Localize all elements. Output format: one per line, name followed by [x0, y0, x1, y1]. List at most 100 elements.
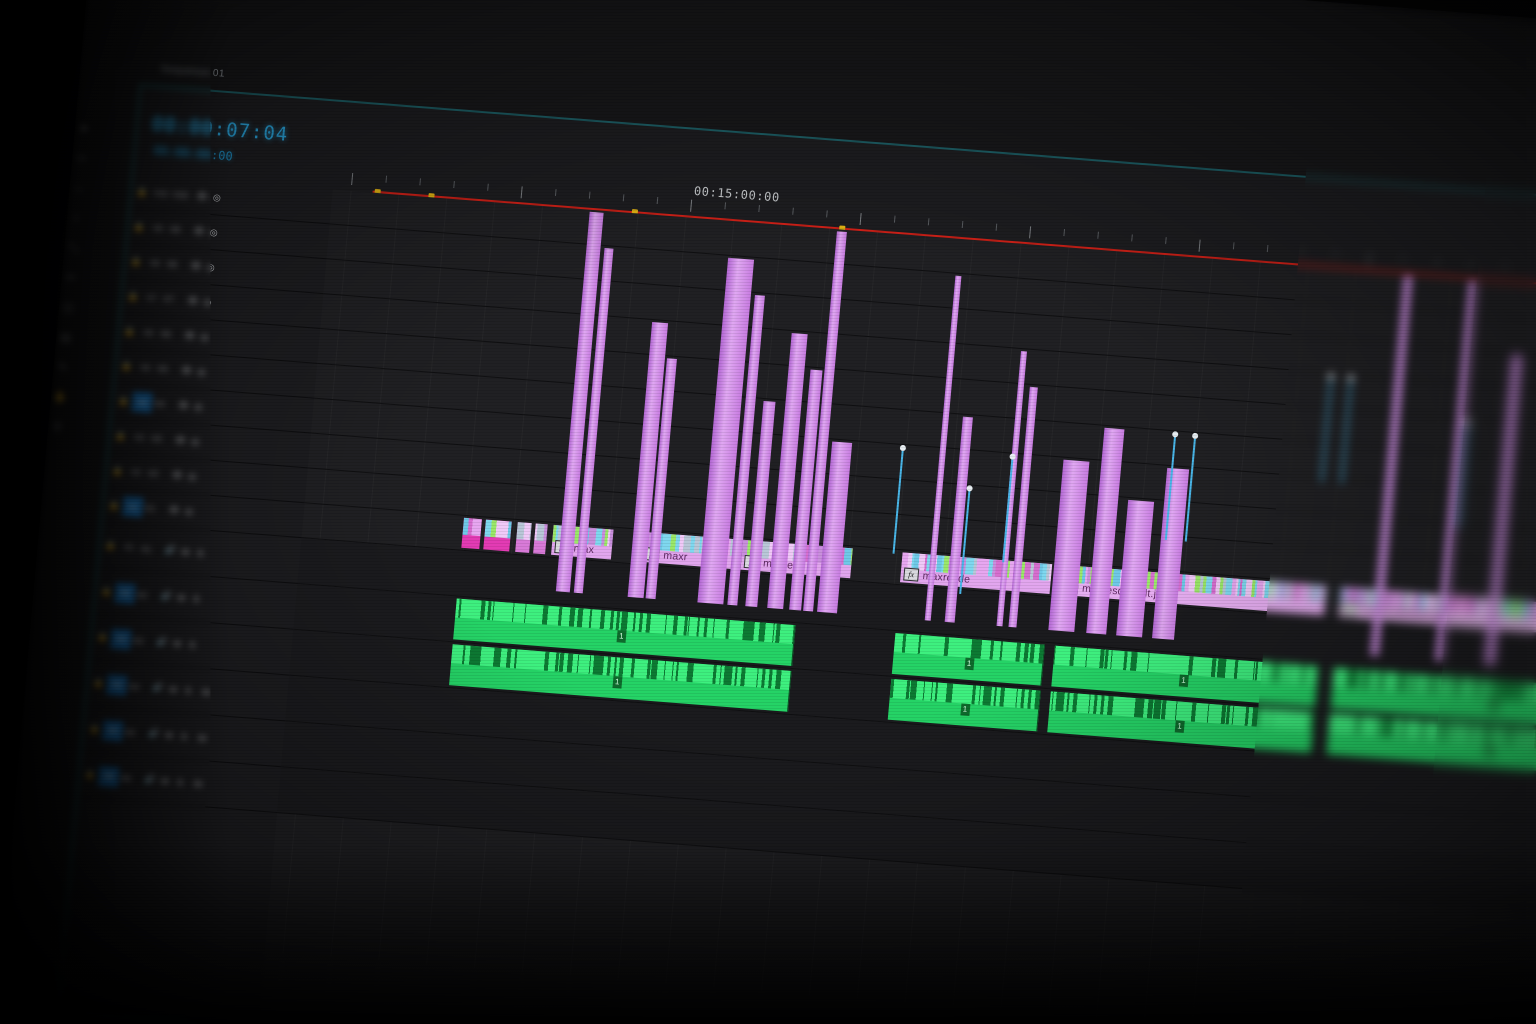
lock-icon[interactable]: 🔒: [108, 499, 121, 511]
lock-icon[interactable]: 🔒: [126, 290, 139, 302]
mute-button-a4[interactable]: M: [168, 683, 178, 695]
lock-icon[interactable]: 🔒: [111, 464, 124, 476]
eye-icon[interactable]: 👁: [186, 294, 199, 306]
eye-icon[interactable]: 👁: [180, 364, 193, 376]
source-patch-v2[interactable]: V2: [125, 461, 147, 482]
eye-icon[interactable]: 👁: [167, 504, 181, 515]
lock-icon[interactable]: 🔒: [100, 585, 113, 597]
lock-icon[interactable]: 🔒: [133, 220, 146, 232]
slide-tool[interactable]: ▤: [59, 331, 72, 345]
source-patch-v9[interactable]: V9: [147, 217, 169, 238]
speaker-icon[interactable]: 🔊: [156, 636, 169, 647]
lock-icon[interactable]: 🔒: [129, 255, 143, 267]
source-patch-a5[interactable]: A5: [101, 719, 124, 742]
ripple-edit-tool[interactable]: ↔: [72, 182, 85, 195]
mute-button-a2[interactable]: M: [177, 592, 186, 603]
mute-button-a1[interactable]: M: [181, 546, 190, 557]
rolling-edit-tool[interactable]: ↕: [72, 212, 80, 225]
speaker-icon[interactable]: 🔊: [152, 681, 165, 693]
sync-lock-icon[interactable]: ◎: [193, 400, 203, 412]
lock-icon[interactable]: 🔒: [123, 325, 136, 336]
speaker-icon[interactable]: 🔊: [148, 727, 161, 739]
eye-icon[interactable]: 👁: [177, 399, 190, 411]
track-si-indicator[interactable]: SI: [201, 686, 212, 697]
track-si-indicator[interactable]: [204, 599, 226, 601]
source-patch-v3[interactable]: V3: [128, 426, 150, 447]
sync-lock-icon[interactable]: ◎: [197, 365, 206, 377]
speaker-icon[interactable]: 🔊: [143, 773, 157, 785]
lock-icon[interactable]: 🔒: [92, 677, 105, 689]
mute-button-a6[interactable]: M: [160, 775, 170, 786]
video-clip[interactable]: [483, 519, 512, 552]
mute-button-a5[interactable]: M: [164, 729, 174, 741]
source-patch-v10[interactable]: V10: [150, 182, 172, 203]
sync-lock-icon[interactable]: ◎: [203, 296, 213, 307]
track-si-indicator[interactable]: SI: [197, 732, 208, 743]
lock-icon[interactable]: 🔒: [84, 768, 97, 780]
lock-icon[interactable]: 🔒: [104, 539, 117, 551]
lock-icon[interactable]: 🔒: [120, 359, 133, 371]
sequence-tab[interactable]: Sequence 01: [160, 63, 226, 80]
source-patch-a1[interactable]: A1: [118, 536, 140, 557]
razor-tool[interactable]: ✂: [65, 271, 76, 285]
fx-badge-icon[interactable]: fx: [1341, 602, 1358, 617]
track-si-indicator[interactable]: [208, 553, 230, 555]
lock-icon[interactable]: 🔒: [136, 185, 149, 197]
ruler-tick: [1232, 242, 1235, 250]
track-name-label: V4: [153, 398, 165, 409]
rate-stretch-tool[interactable]: ⤡: [68, 242, 79, 255]
lock-icon[interactable]: 🔒: [114, 429, 127, 441]
lock-icon[interactable]: 🔒: [117, 394, 130, 406]
speaker-icon[interactable]: 🔊: [164, 544, 177, 556]
video-clip[interactable]: [533, 523, 548, 555]
playhead-timecode[interactable]: 00:00:07:04: [150, 113, 290, 146]
pen-tool[interactable]: ✎: [57, 361, 68, 375]
source-patch-v1[interactable]: V1: [121, 496, 144, 518]
slip-tool[interactable]: ◫: [62, 301, 74, 315]
secondary-timecode[interactable]: 00:00:00:00: [152, 143, 234, 164]
fx-badge-icon[interactable]: fx: [903, 567, 920, 582]
speaker-icon[interactable]: 🔊: [160, 590, 173, 602]
tool-palette[interactable]: ➤ ⇨ ↔ ↕ ⤡ ✂ ◫ ▤ ✎ ✋ ⚲: [40, 121, 102, 437]
mute-button-a3[interactable]: M: [173, 637, 182, 649]
sync-lock-icon[interactable]: ◎: [206, 261, 216, 272]
eye-icon[interactable]: 👁: [195, 190, 209, 202]
track-si-indicator[interactable]: [200, 645, 222, 647]
solo-button-a2[interactable]: S: [192, 593, 200, 604]
selection-tool[interactable]: ➤: [78, 122, 90, 136]
source-patch-a3[interactable]: A3: [110, 628, 132, 650]
eye-icon[interactable]: 👁: [189, 260, 202, 271]
eye-icon[interactable]: 👁: [192, 225, 206, 237]
lock-icon[interactable]: 🔒: [96, 631, 109, 643]
source-patch-a6[interactable]: A6: [97, 765, 120, 787]
source-patch-v4[interactable]: V4: [131, 391, 153, 413]
eye-icon[interactable]: 👁: [171, 469, 184, 481]
solo-button-a6[interactable]: S: [176, 776, 184, 788]
sync-lock-icon[interactable]: ◎: [187, 470, 197, 482]
track-select-forward-tool[interactable]: ⇨: [76, 152, 87, 166]
video-clip[interactable]: [461, 517, 482, 550]
zoom-tool[interactable]: ⚲: [52, 421, 62, 434]
source-patch-v7[interactable]: V7: [140, 287, 162, 308]
solo-button-a4[interactable]: S: [184, 684, 192, 696]
video-clip[interactable]: [515, 522, 532, 554]
lock-icon[interactable]: 🔒: [88, 723, 101, 734]
sync-lock-icon[interactable]: ◎: [184, 505, 194, 516]
sync-lock-icon[interactable]: ◎: [212, 191, 222, 203]
sync-lock-icon[interactable]: ◎: [209, 226, 219, 238]
solo-button-a1[interactable]: S: [196, 547, 204, 558]
track-si-indicator[interactable]: SI: [193, 777, 204, 789]
source-patch-a4[interactable]: A4: [105, 673, 128, 696]
solo-button-a5[interactable]: S: [180, 730, 188, 742]
eye-icon[interactable]: 👁: [174, 434, 187, 446]
source-patch-v8[interactable]: V8: [144, 252, 166, 273]
timeline-tracks-area[interactable]: fxmaxfxmaxrfxmaxrefxmaxresdefxmaxresdefa…: [257, 189, 1536, 1024]
source-patch-v5[interactable]: V5: [134, 357, 156, 378]
hand-tool[interactable]: ✋: [52, 391, 68, 405]
solo-button-a3[interactable]: S: [188, 639, 196, 650]
sync-lock-icon[interactable]: ◎: [200, 331, 209, 342]
eye-icon[interactable]: 👁: [183, 329, 196, 341]
source-patch-a2[interactable]: A2: [114, 582, 136, 604]
source-patch-v6[interactable]: V6: [137, 322, 159, 343]
sync-lock-icon[interactable]: ◎: [190, 435, 200, 447]
